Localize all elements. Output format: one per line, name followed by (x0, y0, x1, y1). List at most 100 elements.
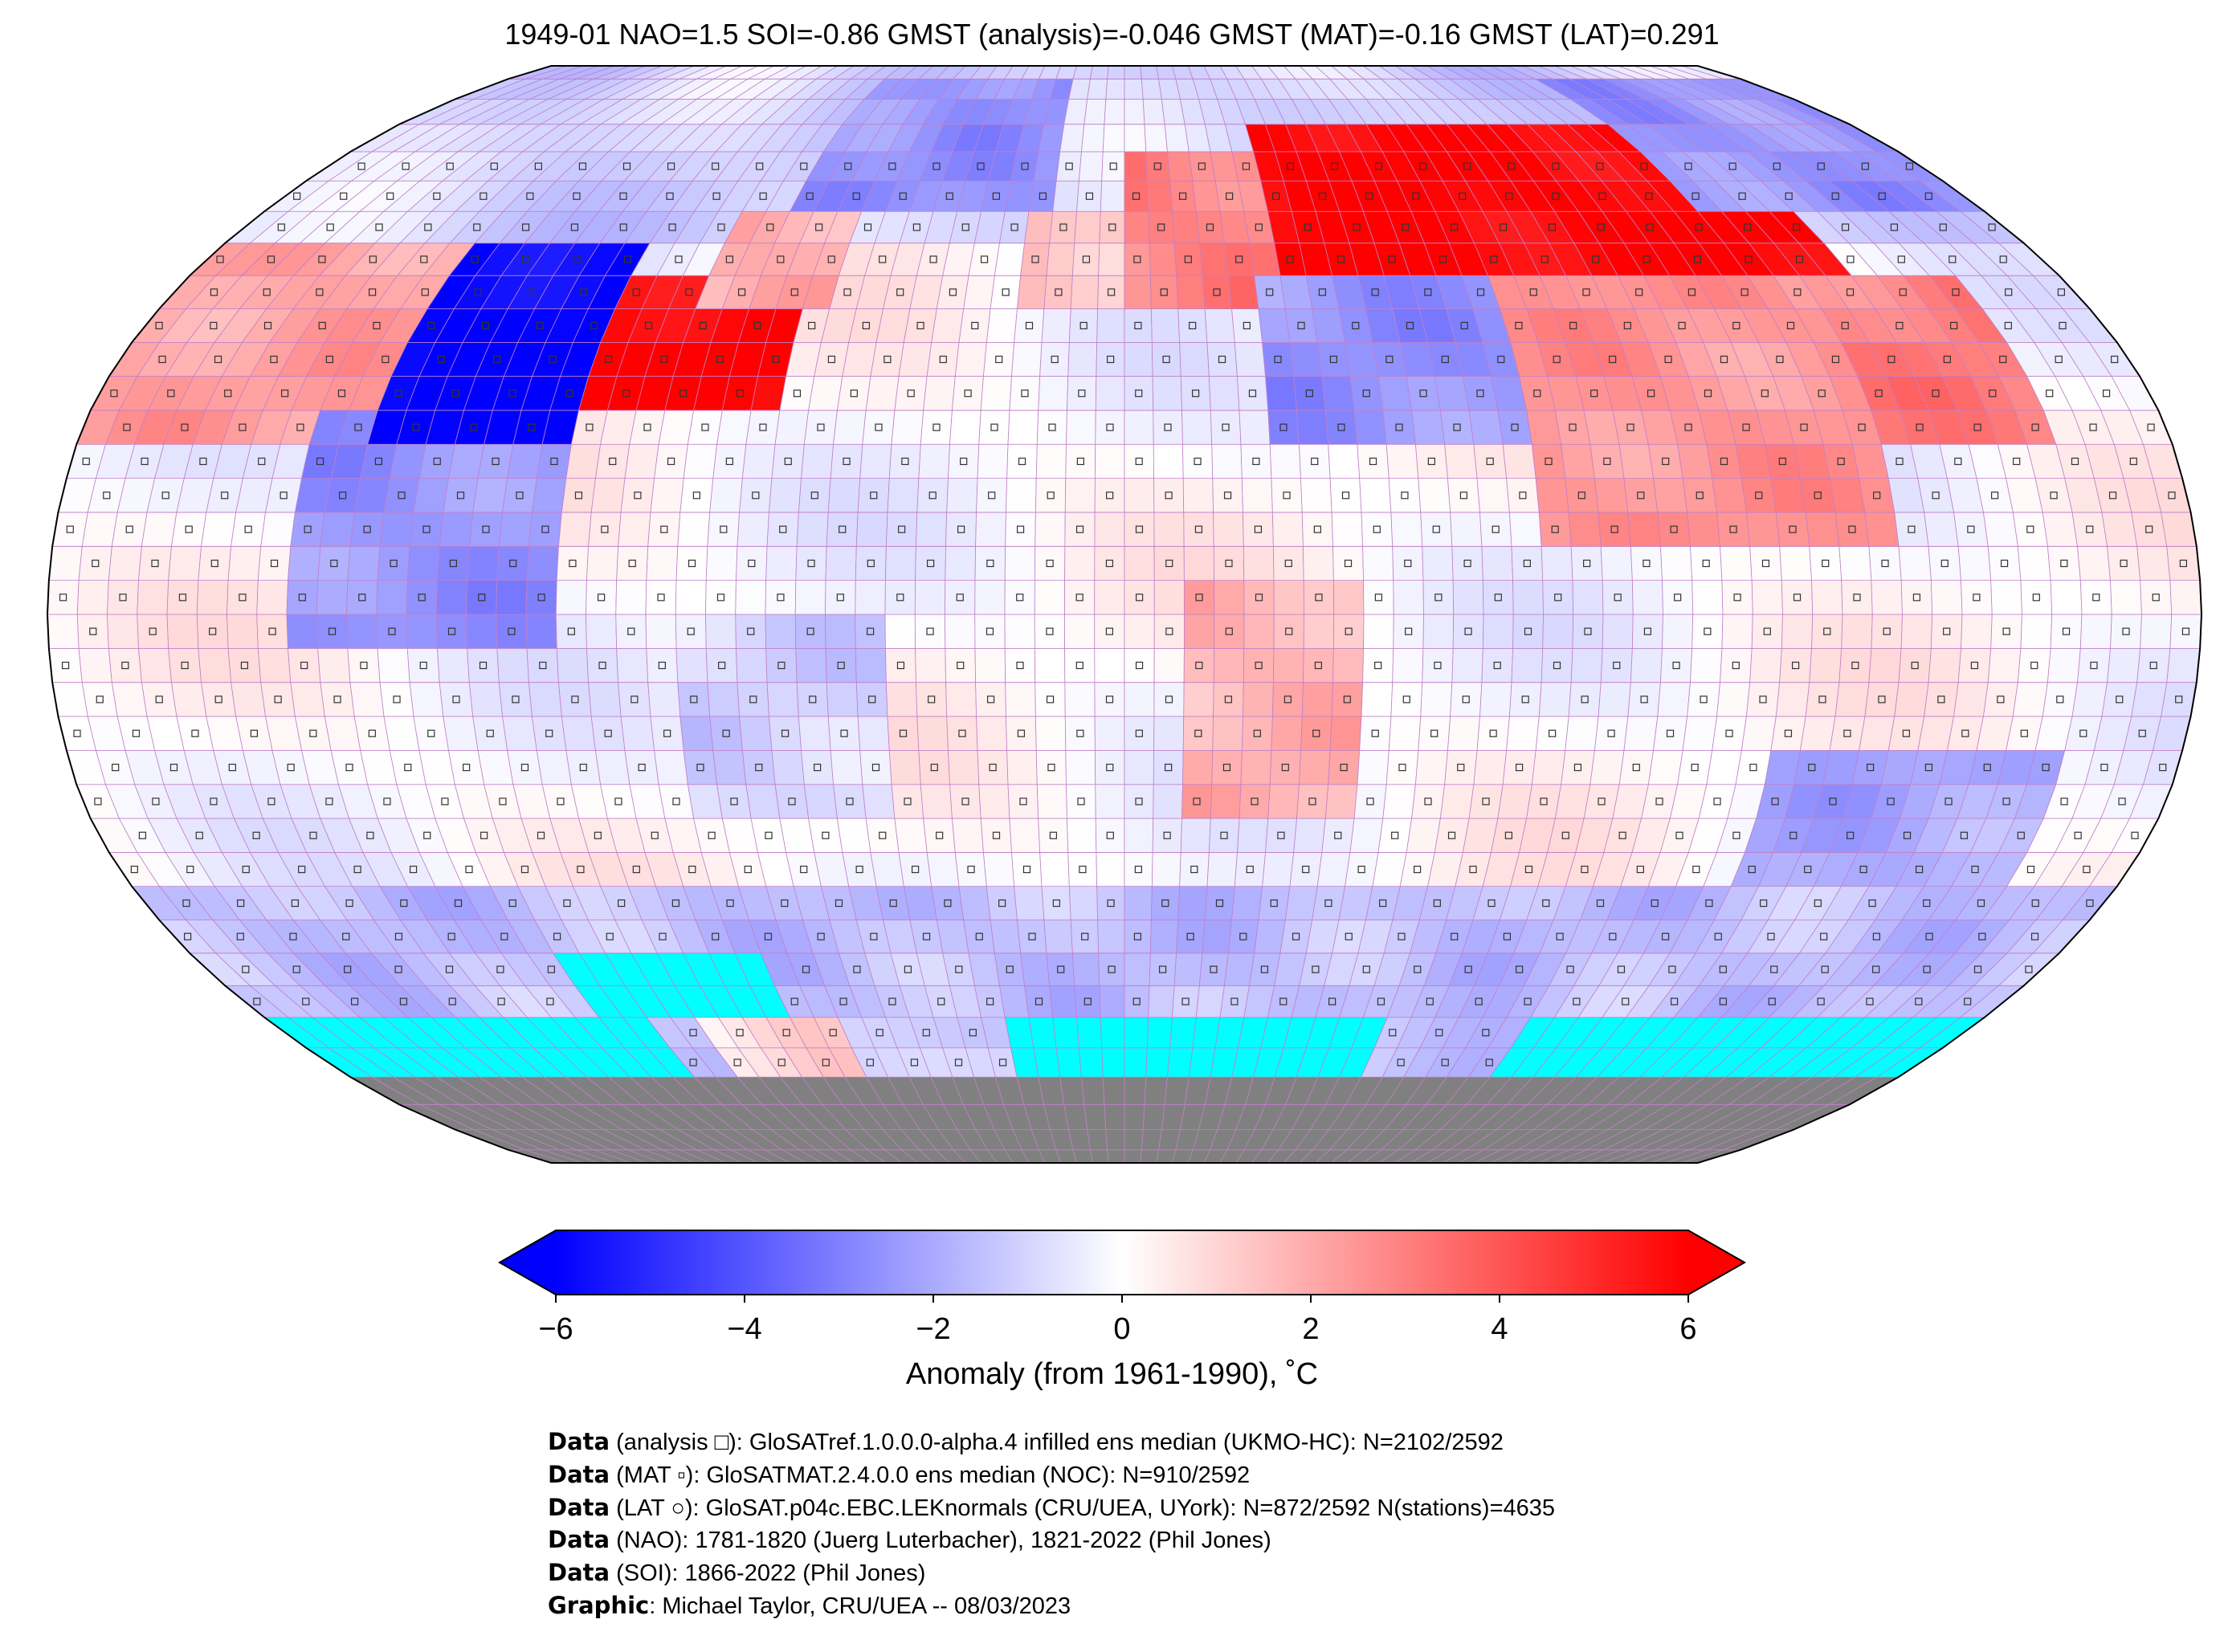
analysis-marker (1642, 559, 1651, 568)
analysis-marker (400, 899, 408, 908)
analysis-marker (802, 965, 810, 973)
analysis-marker (679, 390, 688, 398)
analysis-marker (258, 457, 266, 466)
credit-line: Data (NAO): 1781-1820 (Juerg Luterbacher… (548, 1526, 1271, 1554)
analysis-marker (1311, 457, 1319, 466)
credit-line: Graphic: Michael Taylor, CRU/UEA -- 08/0… (548, 1591, 1071, 1619)
analysis-marker (195, 831, 203, 839)
analysis-marker (528, 423, 536, 431)
analysis-marker (330, 559, 338, 568)
analysis-marker (604, 729, 612, 737)
analysis-marker (1006, 965, 1014, 973)
analysis-marker (627, 627, 635, 635)
analysis-marker (342, 932, 350, 940)
analysis-marker (1923, 965, 1931, 973)
analysis-marker (598, 661, 606, 670)
analysis-marker (1239, 932, 1247, 940)
analysis-marker (1881, 559, 1889, 568)
analysis-marker (1077, 797, 1085, 806)
analysis-marker (672, 797, 680, 806)
analysis-marker (1105, 695, 1114, 704)
analysis-marker (1334, 831, 1342, 839)
analysis-marker (1057, 965, 1065, 973)
analysis-marker (1584, 627, 1592, 635)
analysis-marker (1554, 593, 1562, 602)
analysis-marker (228, 763, 236, 772)
analysis-marker (1551, 525, 1559, 533)
analysis-marker (1821, 965, 1829, 973)
analysis-marker (537, 831, 545, 839)
analysis-marker (2000, 559, 2009, 568)
analysis-marker (1302, 865, 1310, 874)
analysis-marker (1837, 457, 1845, 466)
analysis-marker (1829, 797, 1837, 806)
analysis-marker (1281, 763, 1289, 772)
analysis-marker (445, 965, 454, 973)
analysis-marker (1971, 865, 1979, 874)
analysis-marker (441, 797, 449, 806)
analysis-marker (1823, 627, 1831, 635)
analysis-marker (1755, 492, 1763, 500)
analysis-marker (1220, 831, 1228, 839)
analysis-marker (1246, 865, 1254, 874)
analysis-marker (1373, 525, 1381, 533)
analysis-marker (688, 559, 696, 568)
analysis-marker (132, 729, 141, 737)
analysis-marker (1581, 865, 1589, 874)
analysis-marker (1427, 457, 1435, 466)
analysis-marker (508, 899, 516, 908)
analysis-marker (1165, 695, 1173, 704)
analysis-marker (927, 559, 935, 568)
analysis-marker (374, 457, 383, 466)
analysis-marker (1504, 831, 1513, 839)
analysis-marker (1916, 423, 1924, 431)
analysis-marker (777, 661, 786, 670)
analysis-marker (1034, 997, 1043, 1005)
analysis-marker (1225, 627, 1233, 635)
analysis-marker (1047, 763, 1055, 772)
analysis-marker (182, 899, 190, 908)
analysis-marker (185, 525, 193, 533)
analysis-marker (449, 559, 457, 568)
analysis-marker (1165, 627, 1173, 635)
analysis-marker (353, 865, 361, 874)
analysis-marker (1915, 997, 1923, 1005)
analysis-marker (1521, 695, 1529, 704)
analysis-marker (1430, 729, 1438, 737)
analysis-marker (1640, 695, 1648, 704)
analysis-marker (59, 593, 67, 602)
analysis-marker (1135, 390, 1143, 398)
analysis-marker (2050, 492, 2058, 500)
analysis-marker (2079, 729, 2087, 737)
analysis-marker (2168, 492, 2176, 500)
analysis-marker (2026, 525, 2034, 533)
analysis-marker (1748, 865, 1756, 874)
analysis-marker (1566, 965, 1574, 973)
analysis-marker (1943, 627, 1951, 635)
analysis-marker (725, 457, 733, 466)
analysis-marker (412, 423, 420, 431)
analysis-marker (835, 899, 843, 908)
analysis-marker (840, 729, 848, 737)
analysis-marker (759, 423, 767, 431)
analysis-marker (1252, 457, 1260, 466)
analysis-marker (1719, 965, 1727, 973)
analysis-marker (500, 932, 508, 940)
analysis-marker (696, 763, 704, 772)
analysis-marker (1596, 899, 1605, 908)
analysis-marker (866, 627, 875, 635)
analysis-marker (2002, 627, 2010, 635)
analysis-marker (1328, 997, 1336, 1005)
credit-line: Data (LAT ○): GloSAT.p04c.EBC.LEKnormals… (548, 1493, 1556, 1521)
analysis-marker (1983, 763, 1991, 772)
analysis-marker (1577, 492, 1585, 500)
analysis-marker (1312, 965, 1320, 973)
analysis-marker (1851, 661, 1859, 670)
analysis-marker (350, 997, 359, 1005)
analysis-marker (96, 695, 104, 704)
analysis-marker (289, 932, 297, 940)
analysis-marker (817, 423, 825, 431)
analysis-marker (291, 899, 299, 908)
analysis-marker (866, 1059, 874, 1067)
analysis-marker (2042, 763, 2050, 772)
